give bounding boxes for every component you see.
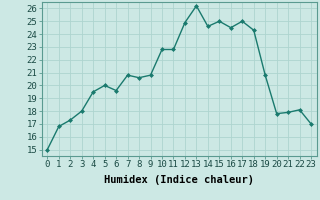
X-axis label: Humidex (Indice chaleur): Humidex (Indice chaleur) — [104, 175, 254, 185]
